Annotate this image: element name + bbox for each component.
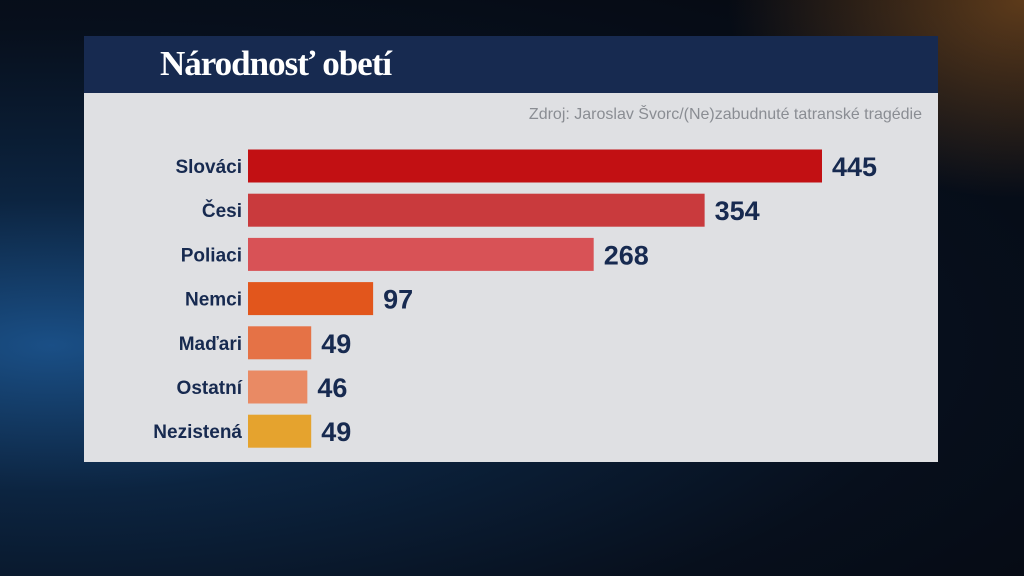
bar-6	[248, 414, 312, 448]
bar-0	[248, 149, 822, 183]
value-label: 268	[604, 240, 649, 270]
bar-3	[248, 282, 374, 316]
value-label: 49	[321, 417, 351, 447]
chart-title: Národnosť obetí	[160, 44, 392, 83]
value-label: 97	[383, 285, 413, 315]
category-label: Poliaci	[181, 245, 242, 266]
chart-source: Zdroj: Jaroslav Švorc/(Ne)zabudnuté tatr…	[528, 106, 922, 123]
category-label: Slováci	[175, 157, 242, 178]
chart-header: Národnosť obetí	[84, 36, 938, 93]
category-label: Česi	[202, 200, 242, 222]
bar-4	[248, 326, 312, 360]
bar-5	[248, 370, 308, 404]
value-label: 46	[317, 373, 347, 403]
value-label: 49	[321, 329, 351, 359]
bar-2	[248, 237, 594, 271]
value-label: 354	[715, 196, 760, 226]
category-label: Maďari	[179, 334, 242, 355]
bar-1	[248, 193, 705, 227]
category-label: Ostatní	[177, 378, 243, 399]
category-label: Nemci	[185, 290, 242, 311]
category-label: Nezistená	[153, 422, 242, 443]
value-label: 445	[832, 152, 877, 182]
